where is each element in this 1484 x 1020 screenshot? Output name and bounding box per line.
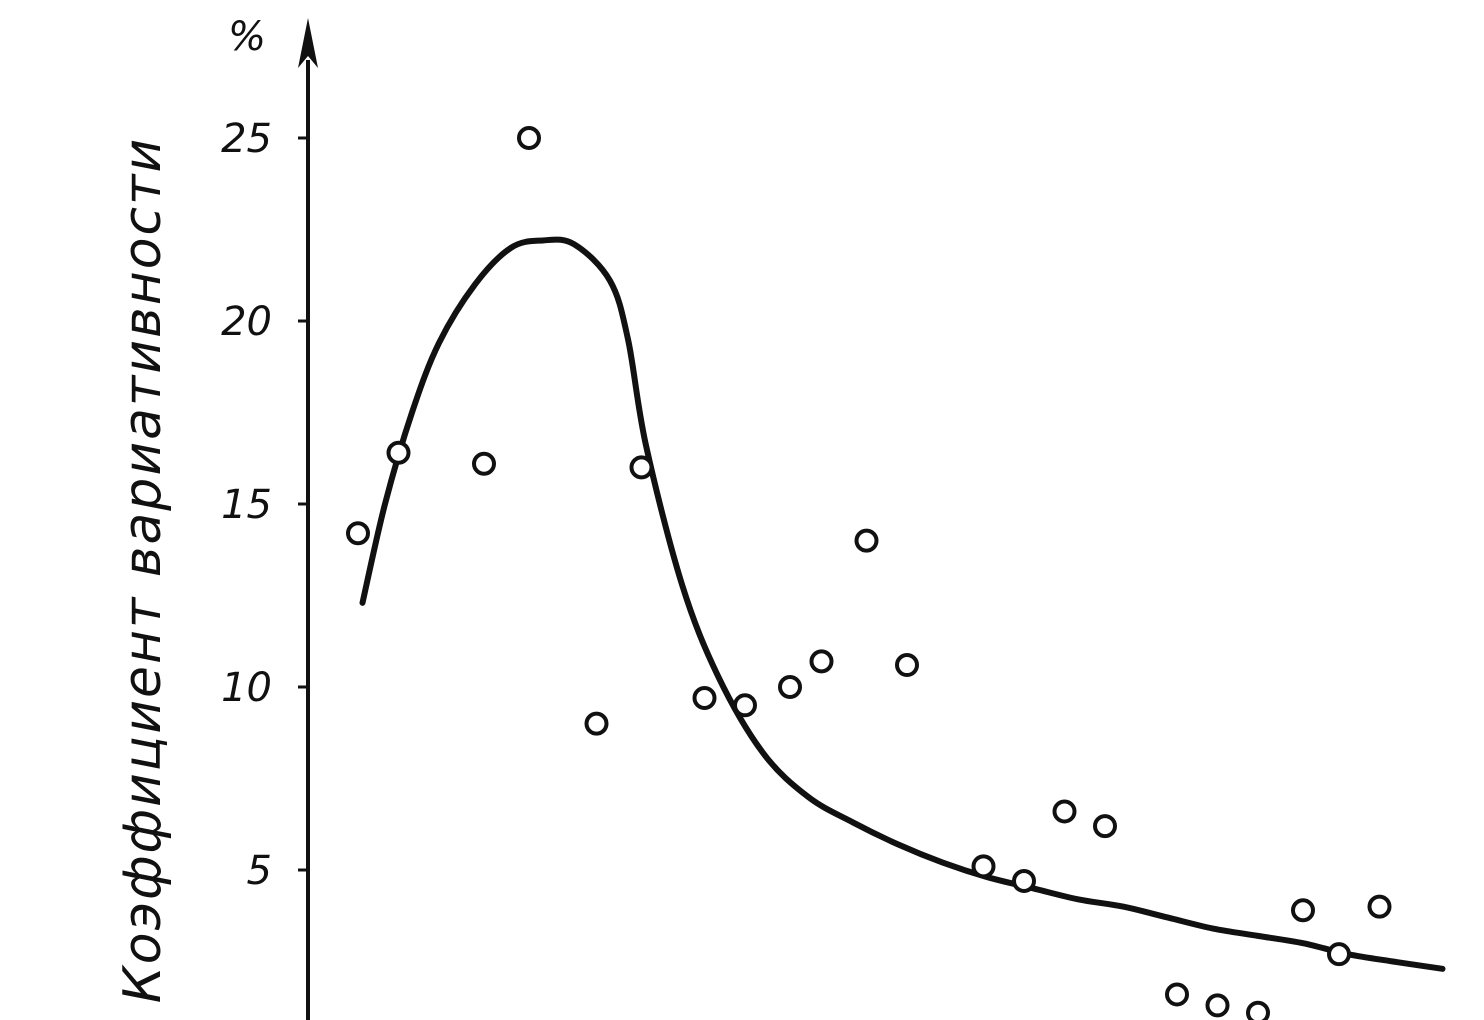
y-unit-label: % [228,14,266,60]
y-axis-arrow-icon [298,18,318,68]
data-points [346,126,1392,1020]
data-point [778,675,802,699]
data-point [809,649,834,674]
data-point [1205,993,1230,1018]
data-point [472,451,496,476]
data-point [346,521,370,546]
y-axis-label: Коэффициент вариативности [113,137,173,1003]
y-tick-label-15: 15 [221,482,272,528]
y-tick-label-25: 25 [221,116,272,162]
data-point [1367,894,1392,919]
y-axis [298,18,318,1020]
data-point [629,455,654,480]
data-point [386,440,411,465]
data-point [1093,814,1117,839]
fitted-curve [359,236,1446,972]
data-point [1246,1000,1270,1020]
data-point [895,653,919,678]
data-point [854,528,879,553]
data-point [971,854,996,879]
y-tick-label-20: 20 [221,299,272,345]
fitted-curve-line [359,236,1446,972]
data-point [1052,799,1077,824]
data-point [733,693,757,718]
data-point [1012,868,1036,893]
data-point [517,126,541,150]
data-point [1165,982,1189,1007]
data-point [584,711,609,736]
data-point [1327,942,1351,967]
y-ticks: 5 10 15 20 25 [221,116,308,894]
y-tick-label-10: 10 [221,665,272,711]
y-tick-label-5: 5 [247,848,272,894]
data-point [692,685,717,710]
data-point [1291,898,1315,923]
